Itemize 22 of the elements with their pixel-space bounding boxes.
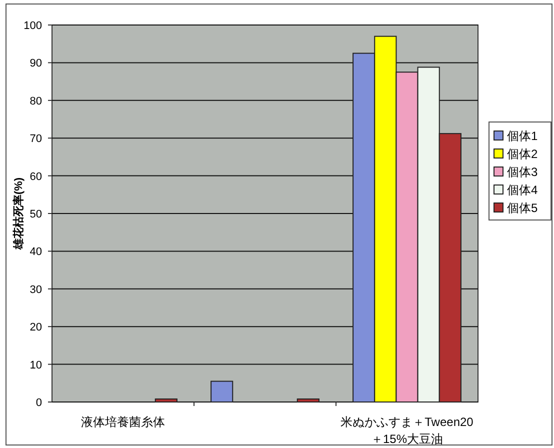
y-tick-label: 90 bbox=[30, 58, 42, 70]
y-tick-label: 0 bbox=[36, 397, 42, 409]
bar bbox=[154, 398, 178, 402]
y-axis-title: 雄花枯死率(%) bbox=[12, 177, 25, 251]
x-tick-label: 米ぬかふすま＋Tween20 ＋15%大豆油 bbox=[340, 415, 474, 446]
y-tick-label: 30 bbox=[30, 284, 42, 296]
legend-label: 個体5 bbox=[507, 201, 538, 215]
bar bbox=[210, 380, 234, 402]
y-tick-label: 80 bbox=[30, 95, 42, 108]
y-tick-label: 60 bbox=[30, 170, 42, 183]
y-tick-label: 70 bbox=[30, 133, 42, 146]
x-tick-label: 液体培養菌糸体 bbox=[81, 415, 165, 429]
y-tick-label: 100 bbox=[24, 20, 42, 32]
legend-label: 個体4 bbox=[507, 183, 538, 197]
y-tick-label: 20 bbox=[30, 322, 42, 334]
legend-label: 個体1 bbox=[507, 129, 538, 143]
y-tick-label: 10 bbox=[30, 359, 42, 372]
legend-label: 個体2 bbox=[507, 147, 538, 161]
y-tick-label: 50 bbox=[30, 208, 42, 220]
y-tick-label: 40 bbox=[30, 246, 42, 258]
bar bbox=[296, 398, 320, 402]
legend-label: 個体3 bbox=[507, 165, 538, 179]
